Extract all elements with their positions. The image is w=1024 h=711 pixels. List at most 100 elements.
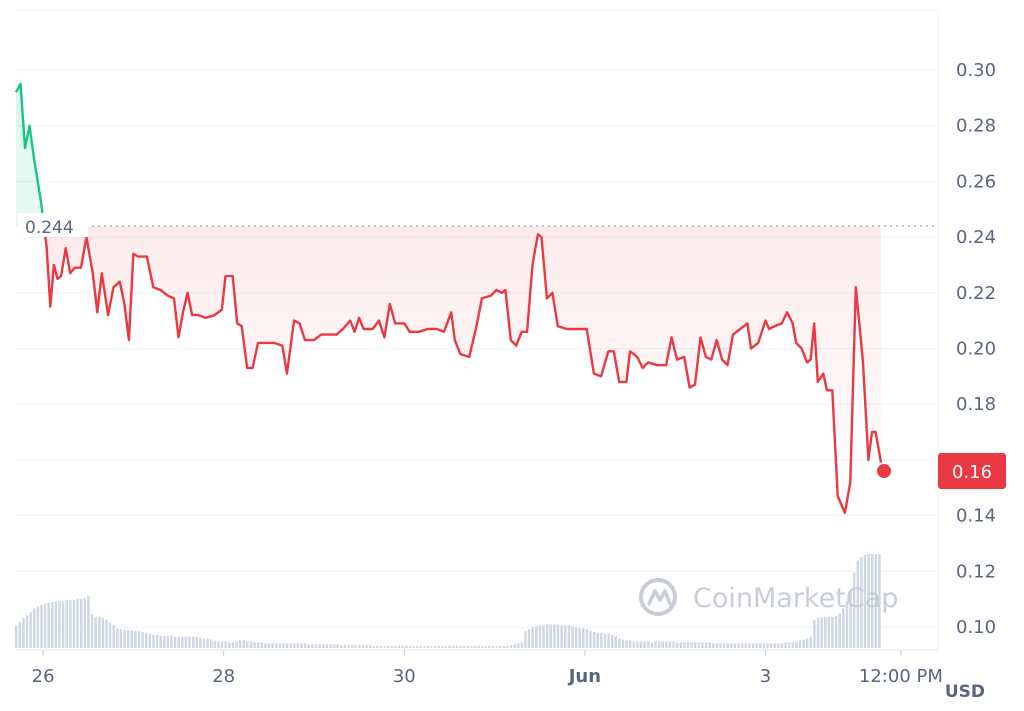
price-line	[14, 82, 883, 514]
volume-bar	[831, 616, 834, 648]
y-tick-label: 0.22	[956, 283, 996, 304]
volume-bar	[267, 643, 271, 648]
volume-bar	[470, 646, 473, 648]
volume-bar	[51, 601, 54, 648]
price-area-up	[16, 83, 45, 226]
volume-bar	[141, 632, 144, 648]
volume-bar	[686, 642, 690, 648]
volume-bar	[426, 646, 430, 648]
volume-bar	[762, 643, 766, 648]
volume-bar	[368, 645, 372, 648]
volume-bar	[448, 646, 451, 648]
volume-bar	[228, 642, 231, 648]
current-price-label: 0.16	[952, 462, 992, 483]
watermark-logo-mark	[647, 589, 672, 606]
volume-bar	[755, 643, 758, 648]
volume-bar	[300, 643, 303, 648]
volume-bar	[340, 645, 343, 648]
volume-bar	[188, 636, 191, 648]
price-area-down	[16, 225, 881, 513]
volume-bar	[542, 625, 545, 648]
y-axis: 0.300.280.260.240.220.200.180.160.140.12…	[956, 60, 996, 638]
x-tick-label: 12:00 PM	[859, 666, 943, 687]
volume-bar	[314, 644, 318, 648]
volume-bar	[361, 645, 365, 648]
volume-bar	[405, 646, 408, 648]
volume-bar	[296, 643, 300, 648]
volume-bar	[726, 643, 729, 648]
volume-bar	[679, 642, 682, 648]
volume-bar	[495, 646, 498, 648]
volume-bar	[820, 616, 823, 648]
volume-bar	[722, 643, 726, 648]
volume-bar	[350, 645, 354, 648]
volume-bar	[751, 643, 755, 648]
watermark-text: CoinMarketCap	[693, 583, 898, 614]
volume-bar	[531, 627, 534, 648]
y-unit-label: USD	[945, 682, 985, 702]
volume-bar	[694, 642, 697, 648]
volume-bar	[657, 641, 661, 648]
volume-bar	[98, 616, 101, 648]
volume-bar	[29, 612, 32, 648]
volume-bar	[567, 625, 571, 648]
volume-bar	[441, 646, 444, 648]
volume-bar	[473, 646, 477, 648]
volume-bar	[112, 625, 115, 648]
volume-bar	[119, 629, 123, 648]
volume-bar	[845, 601, 849, 648]
volume-bar	[672, 641, 675, 648]
volume-bar	[498, 646, 502, 648]
volume-bar	[199, 637, 202, 648]
volume-bar	[343, 645, 347, 648]
volume-bar	[824, 616, 827, 648]
volume-bar	[444, 646, 448, 648]
volume-bar	[571, 626, 574, 648]
volume-bar	[249, 641, 253, 648]
volume-bar	[354, 645, 357, 648]
volume-bar	[213, 640, 217, 648]
volume-bar	[878, 554, 881, 648]
volume-bar	[285, 643, 289, 648]
volume-bar	[488, 646, 491, 648]
volume-bar	[322, 644, 325, 648]
volume-bar	[36, 606, 40, 648]
volume-bar	[733, 643, 737, 648]
volume-bar	[621, 639, 625, 648]
volume-bar	[871, 554, 874, 648]
y-tick-label: 0.28	[956, 116, 996, 137]
volume-bar	[65, 600, 68, 648]
volume-bar	[83, 598, 87, 648]
volume-bar	[379, 646, 383, 648]
volume-bar	[661, 641, 664, 648]
volume-bar	[329, 644, 332, 648]
volume-bar	[650, 642, 654, 648]
volume-bar	[101, 617, 105, 648]
volume-bar	[480, 646, 484, 648]
grid-lines	[16, 9, 939, 651]
volume-bar	[231, 642, 235, 648]
volume-bar	[838, 613, 841, 648]
volume-bar	[509, 645, 513, 648]
volume-bar	[737, 643, 740, 648]
x-tick-label: Jun	[567, 666, 601, 687]
volume-bar	[618, 638, 621, 648]
volume-bar	[860, 556, 863, 648]
volume-bar	[759, 643, 762, 648]
volume-bar	[574, 627, 578, 648]
volume-bar	[777, 643, 780, 648]
volume-bar	[842, 608, 845, 648]
volume-bar	[278, 643, 282, 648]
volume-bar	[802, 639, 805, 648]
volume-bar	[130, 630, 133, 648]
volume-bar	[517, 643, 520, 648]
volume-bar	[675, 642, 679, 648]
x-tick-label: 30	[393, 666, 416, 687]
volume-bar	[126, 630, 130, 648]
volume-bar	[665, 641, 668, 648]
volume-bar	[701, 642, 704, 648]
y-tick-label: 0.14	[956, 506, 996, 527]
volume-bar	[639, 641, 643, 648]
volume-bar	[275, 643, 278, 648]
